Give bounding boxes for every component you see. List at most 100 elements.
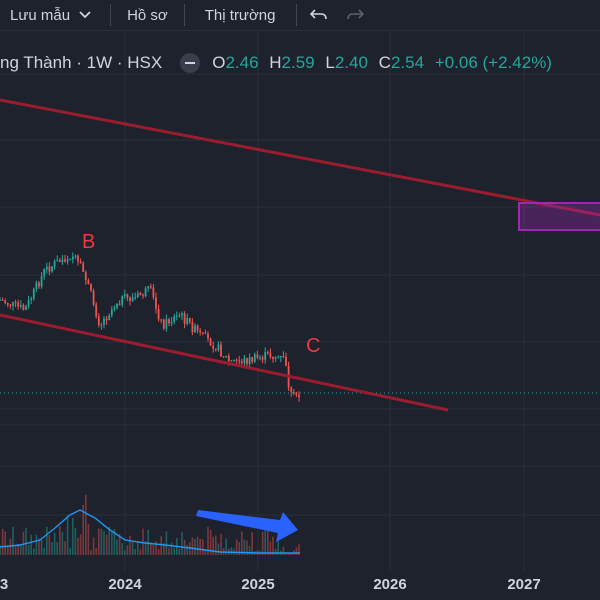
collapse-legend-button[interactable] xyxy=(180,53,201,73)
volume-bar xyxy=(66,515,69,555)
candle-body xyxy=(149,286,152,288)
candle-body xyxy=(126,294,129,298)
candle-body xyxy=(155,297,157,309)
profile-button[interactable]: Hồ sơ xyxy=(111,0,184,30)
candle-body xyxy=(32,288,35,299)
candle-body xyxy=(27,300,30,307)
close-value: 2.54 xyxy=(390,53,425,72)
candle-body xyxy=(144,288,147,297)
volume-bar xyxy=(204,548,207,555)
volume-bar xyxy=(243,539,246,555)
volume-bar xyxy=(103,531,105,555)
market-button[interactable]: Thị trường xyxy=(185,0,296,30)
volume-bar xyxy=(48,534,51,555)
toolbar-divider xyxy=(295,4,297,26)
volume-ma-line xyxy=(0,509,300,554)
candle-body xyxy=(113,307,116,310)
candle-body xyxy=(266,352,269,354)
candle-body xyxy=(105,318,108,320)
volume-bar xyxy=(202,539,204,555)
candle-body xyxy=(261,357,264,360)
x-tick-label: 2024 xyxy=(108,576,142,593)
x-tick-label: 2027 xyxy=(507,576,541,593)
ohlc-values: O2.46 H2.59 L2.40 C2.54 +0.06 (+2.42%) xyxy=(212,53,552,73)
volume-bar xyxy=(150,542,152,555)
volume-bar xyxy=(79,534,82,555)
volume-bar xyxy=(272,536,274,555)
candle-body xyxy=(248,357,251,364)
candle-body xyxy=(108,315,111,320)
candle-body xyxy=(116,303,118,308)
candle-body xyxy=(38,282,40,287)
volume-bar xyxy=(30,534,32,555)
candle-body xyxy=(227,355,230,361)
candle-body xyxy=(251,357,254,362)
volume-bar xyxy=(163,542,165,555)
close-label: C xyxy=(378,53,391,72)
volume-bar xyxy=(69,547,71,555)
volume-bar xyxy=(92,537,95,555)
volume-bar xyxy=(142,528,144,555)
volume-bar xyxy=(108,526,110,555)
undo-button[interactable] xyxy=(301,0,337,30)
candle-body xyxy=(157,308,160,320)
volume-bar xyxy=(220,533,222,555)
volume-bar xyxy=(1,529,4,555)
volume-bar xyxy=(51,542,53,555)
time-axis[interactable]: 3 2024 2025 2026 2027 xyxy=(0,572,600,600)
candle-body xyxy=(235,359,238,361)
volume-bar xyxy=(215,535,217,555)
candle-body xyxy=(199,330,202,333)
undo-icon xyxy=(309,9,327,20)
volume-bar xyxy=(282,546,285,555)
save-template-button[interactable]: Lưu mẫu xyxy=(0,0,110,30)
symbol-title[interactable]: ng Thành · 1W · HSX xyxy=(0,53,163,72)
volume-bar xyxy=(160,536,162,555)
change-value: +0.06 (+2.42%) xyxy=(434,53,552,72)
candle-body xyxy=(256,354,259,358)
candle-body xyxy=(51,266,53,272)
candle-body xyxy=(222,356,225,358)
x-tick-label: 3 xyxy=(0,576,9,593)
candle-body xyxy=(285,356,287,366)
volume-bar xyxy=(22,531,25,555)
top-toolbar: Lưu mẫu Hồ sơ Thị trường xyxy=(0,0,600,31)
volume-bar xyxy=(77,537,79,555)
candle-body xyxy=(217,344,220,351)
candle-body xyxy=(181,313,183,316)
candle-body xyxy=(66,259,69,262)
candle-body xyxy=(191,322,194,333)
high-label: H xyxy=(269,53,282,72)
candle-body xyxy=(22,305,25,310)
candle-body xyxy=(95,304,98,317)
volume-bar xyxy=(38,538,40,555)
candle-body xyxy=(14,301,17,303)
volume-bar xyxy=(121,543,123,555)
volume-bar xyxy=(46,526,48,555)
volume-bar xyxy=(111,532,113,555)
volume-bar xyxy=(295,547,298,555)
volume-bar xyxy=(116,539,118,555)
chevron-down-icon[interactable] xyxy=(70,5,100,25)
candle-body xyxy=(207,333,209,339)
candle-body xyxy=(277,357,280,359)
volume-bar xyxy=(274,548,277,555)
redo-button[interactable] xyxy=(337,0,373,30)
volume-bar xyxy=(144,541,147,555)
candle-body xyxy=(121,296,124,305)
candle-body xyxy=(12,301,14,306)
volume-bar xyxy=(20,545,22,555)
candle-body xyxy=(131,297,134,301)
redo-icon xyxy=(346,9,364,20)
candle-body xyxy=(110,309,113,316)
volume-bar xyxy=(139,549,142,555)
volume-bar xyxy=(181,532,183,555)
volume-bar xyxy=(137,540,139,555)
price-chart[interactable]: B C xyxy=(0,30,600,600)
volume-bar xyxy=(152,545,155,555)
candle-body xyxy=(134,297,137,299)
candle-body xyxy=(240,361,243,364)
candle-body xyxy=(201,332,204,334)
volume-bar xyxy=(178,548,181,555)
volume-bar xyxy=(194,538,196,555)
